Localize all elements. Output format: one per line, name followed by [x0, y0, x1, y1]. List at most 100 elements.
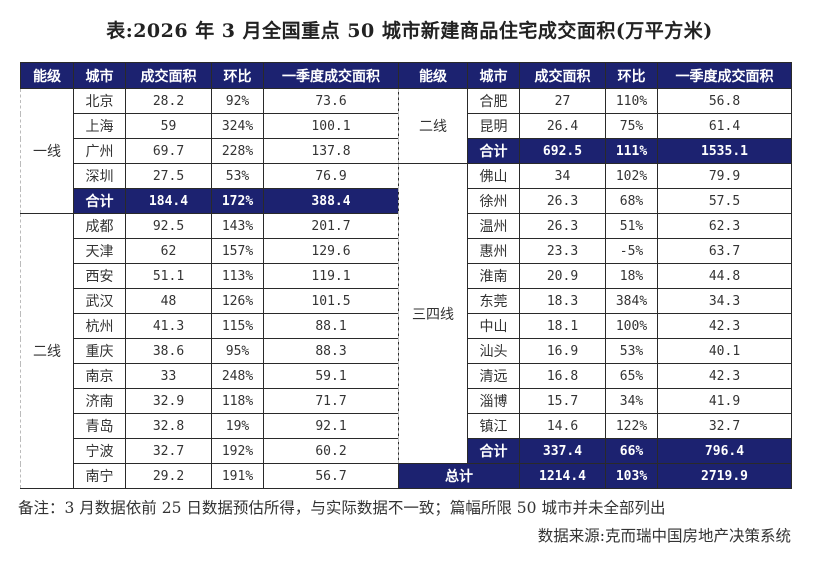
- area-cell: 16.8: [519, 363, 606, 389]
- q1-cell: 1535.1: [657, 138, 792, 164]
- city-cell: 佛山: [467, 163, 520, 189]
- q1-cell: 76.9: [263, 163, 399, 189]
- q1-cell: 42.3: [657, 363, 792, 389]
- q1-cell: 63.7: [657, 238, 792, 264]
- left-table: 能级 城市 成交面积 环比 一季度成交面积 一线 北京 28.2 92% 73.6 上海 5…: [20, 62, 399, 489]
- mom-cell: 126%: [211, 288, 264, 314]
- footnote: 备注：3 月数据依前 25 日数据预估所得，与实际数据不一致；篇幅所限 50 城…: [18, 499, 666, 517]
- city-cell: 合计: [73, 188, 126, 214]
- mom-cell: 111%: [605, 138, 658, 164]
- mom-cell: 192%: [211, 438, 264, 464]
- area-cell: 92.5: [125, 213, 212, 239]
- mom-cell: 384%: [605, 288, 658, 314]
- header-q1: 一季度成交面积: [657, 62, 792, 89]
- right-table: 能级 城市 成交面积 环比 一季度成交面积 二线 合肥 27 110% 56.8 昆明 26…: [398, 62, 792, 489]
- mom-cell: 102%: [605, 163, 658, 189]
- grand-total-area: 1214.4: [519, 463, 606, 489]
- table-row: 重庆 38.6 95% 88.3: [21, 338, 399, 364]
- header-tier: 能级: [20, 62, 74, 89]
- city-cell: 镇江: [467, 413, 520, 439]
- city-cell: 成都: [73, 213, 126, 239]
- city-cell: 温州: [467, 213, 520, 239]
- mom-cell: 34%: [605, 388, 658, 414]
- area-cell: 62: [125, 238, 212, 264]
- area-cell: 23.3: [519, 238, 606, 264]
- city-cell: 东莞: [467, 288, 520, 314]
- table-row: 淄博 15.7 34% 41.9: [399, 388, 792, 414]
- q1-cell: 796.4: [657, 438, 792, 464]
- area-cell: 48: [125, 288, 212, 314]
- table-row: 三四线 佛山 34 102% 79.9: [398, 163, 792, 464]
- header-city: 城市: [467, 62, 520, 89]
- city-cell: 南宁: [73, 463, 126, 489]
- q1-cell: 32.7: [657, 413, 792, 439]
- city-cell: 合计: [467, 138, 520, 164]
- subtotal-row: 合计 692.5 111% 1535.1: [399, 138, 792, 164]
- q1-cell: 61.4: [657, 113, 792, 139]
- q1-cell: 60.2: [263, 438, 399, 464]
- mom-cell: 172%: [211, 188, 264, 214]
- city-cell: 广州: [73, 138, 126, 164]
- mom-cell: 324%: [211, 113, 264, 139]
- area-cell: 38.6: [125, 338, 212, 364]
- q1-cell: 88.1: [263, 313, 399, 339]
- area-cell: 26.3: [519, 188, 606, 214]
- city-cell: 济南: [73, 388, 126, 414]
- city-cell: 北京: [73, 88, 126, 114]
- table-row: 青岛 32.8 19% 92.1: [21, 413, 399, 439]
- q1-cell: 44.8: [657, 263, 792, 289]
- table-row: 西安 51.1 113% 119.1: [21, 263, 399, 289]
- table-row: 镇江 14.6 122% 32.7: [399, 413, 792, 439]
- mom-cell: 53%: [605, 338, 658, 364]
- q1-cell: 79.9: [657, 163, 792, 189]
- q1-cell: 388.4: [263, 188, 399, 214]
- area-cell: 29.2: [125, 463, 212, 489]
- area-cell: 184.4: [125, 188, 212, 214]
- area-cell: 26.4: [519, 113, 606, 139]
- q1-cell: 56.8: [657, 88, 792, 114]
- table-row: 一线 北京 28.2 92% 73.6: [20, 88, 399, 214]
- grand-total-label: 总计: [398, 463, 520, 489]
- area-cell: 51.1: [125, 263, 212, 289]
- header-q1: 一季度成交面积: [263, 62, 399, 89]
- area-cell: 41.3: [125, 313, 212, 339]
- mom-cell: 66%: [605, 438, 658, 464]
- area-cell: 32.7: [125, 438, 212, 464]
- area-cell: 33: [125, 363, 212, 389]
- tier-label: 一线: [20, 88, 74, 214]
- area-cell: 20.9: [519, 263, 606, 289]
- mom-cell: 51%: [605, 213, 658, 239]
- area-cell: 18.1: [519, 313, 606, 339]
- grand-total-row: 总计 1214.4 103% 2719.9: [398, 463, 792, 489]
- mom-cell: 228%: [211, 138, 264, 164]
- q1-cell: 101.5: [263, 288, 399, 314]
- city-cell: 上海: [73, 113, 126, 139]
- tier-label: 二线: [398, 88, 468, 164]
- q1-cell: 137.8: [263, 138, 399, 164]
- city-cell: 惠州: [467, 238, 520, 264]
- header-area: 成交面积: [125, 62, 212, 89]
- area-cell: 14.6: [519, 413, 606, 439]
- q1-cell: 71.7: [263, 388, 399, 414]
- q1-cell: 129.6: [263, 238, 399, 264]
- mom-cell: 95%: [211, 338, 264, 364]
- grand-total-mom: 103%: [605, 463, 658, 489]
- mom-cell: 113%: [211, 263, 264, 289]
- q1-cell: 100.1: [263, 113, 399, 139]
- mom-cell: 191%: [211, 463, 264, 489]
- city-cell: 中山: [467, 313, 520, 339]
- area-cell: 16.9: [519, 338, 606, 364]
- city-cell: 淮南: [467, 263, 520, 289]
- city-cell: 南京: [73, 363, 126, 389]
- city-cell: 合计: [467, 438, 520, 464]
- city-cell: 西安: [73, 263, 126, 289]
- mom-cell: 68%: [605, 188, 658, 214]
- area-cell: 15.7: [519, 388, 606, 414]
- area-cell: 69.7: [125, 138, 212, 164]
- subtotal-row: 合计 337.4 66% 796.4: [399, 438, 792, 464]
- q1-cell: 59.1: [263, 363, 399, 389]
- header-tier: 能级: [398, 62, 468, 89]
- table-row: 广州 69.7 228% 137.8: [21, 138, 399, 164]
- q1-cell: 41.9: [657, 388, 792, 414]
- table-row: 上海 59 324% 100.1: [21, 113, 399, 139]
